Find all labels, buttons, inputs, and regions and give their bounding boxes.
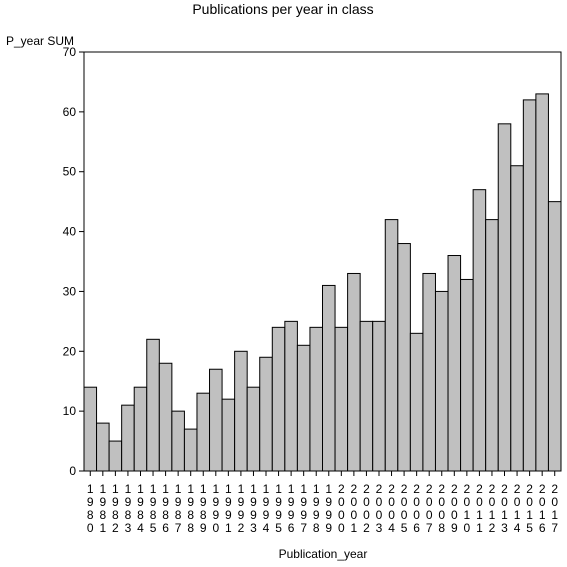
bar-2007 bbox=[422, 272, 436, 472]
bar-2002 bbox=[359, 320, 374, 472]
bar-2011 bbox=[472, 189, 487, 472]
bar-2017 bbox=[547, 201, 562, 472]
bars-group bbox=[83, 93, 562, 472]
bar-1986 bbox=[158, 362, 173, 472]
bar-1981 bbox=[96, 422, 110, 472]
bar-1998 bbox=[309, 326, 324, 472]
bar-1988 bbox=[183, 428, 198, 472]
plot-frame bbox=[83, 51, 562, 472]
bar-2005 bbox=[397, 243, 411, 472]
y-axis: 0 10 20 30 40 50 60 70 bbox=[63, 45, 84, 478]
bar-2008 bbox=[434, 290, 449, 472]
bar-1989 bbox=[196, 392, 211, 472]
y-tick-label: 60 bbox=[63, 105, 77, 119]
x-axis: 1 9 8 0 1 9 8 1 1 9 8 2 1 9 8 3 1 9 8 4 1 9 8 5 1 9 8 6 1 9 8 7 1 9 8 8 1 9 8 9… bbox=[87, 471, 558, 535]
bar-1984 bbox=[133, 386, 148, 472]
bar-1991 bbox=[221, 398, 236, 472]
bar-2000 bbox=[334, 326, 349, 472]
bar-2009 bbox=[447, 255, 462, 472]
y-tick-label: 10 bbox=[63, 404, 77, 418]
y-tick-label: 20 bbox=[63, 344, 77, 358]
bar-1987 bbox=[171, 410, 185, 472]
bar-1993 bbox=[246, 386, 261, 472]
x-axis-label: Publication_year bbox=[279, 547, 368, 561]
chart-title: Publications per year in class bbox=[192, 1, 373, 17]
bar-2006 bbox=[409, 332, 424, 472]
bar-2012 bbox=[485, 219, 499, 472]
y-tick-label: 30 bbox=[63, 284, 77, 298]
bar-1997 bbox=[296, 344, 311, 472]
y-tick-label: 40 bbox=[63, 225, 77, 239]
bar-1992 bbox=[234, 350, 248, 472]
bar-2003 bbox=[372, 320, 386, 472]
bar-1996 bbox=[284, 320, 298, 472]
bar-1999 bbox=[322, 284, 336, 472]
bar-1994 bbox=[259, 356, 273, 472]
bar-1980 bbox=[83, 386, 98, 472]
bar-2016 bbox=[535, 93, 549, 472]
bar-2010 bbox=[460, 278, 474, 472]
bar-2013 bbox=[497, 123, 512, 472]
y-tick-label: 50 bbox=[63, 165, 77, 179]
y-tick-label: 70 bbox=[63, 45, 77, 59]
bar-2001 bbox=[347, 272, 361, 472]
bar-1983 bbox=[121, 404, 135, 472]
bar-1985 bbox=[146, 338, 160, 472]
bar-1990 bbox=[209, 368, 223, 472]
bar-2015 bbox=[522, 99, 537, 472]
bar-1982 bbox=[108, 440, 123, 472]
y-tick-label: 0 bbox=[69, 464, 76, 478]
y-axis-label: P_year SUM bbox=[6, 34, 74, 48]
bar-2014 bbox=[510, 165, 524, 472]
bar-1995 bbox=[271, 326, 286, 472]
bar-2004 bbox=[384, 219, 399, 472]
